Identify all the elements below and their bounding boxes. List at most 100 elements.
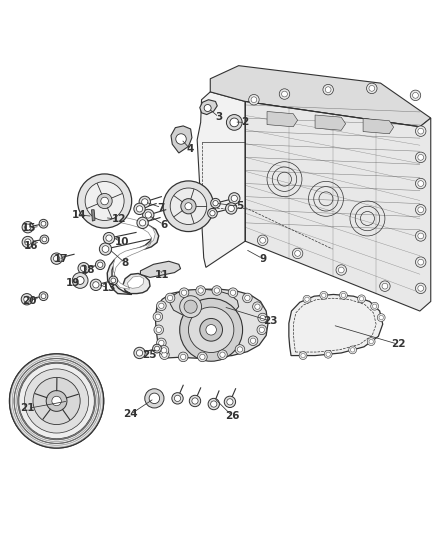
Circle shape: [154, 325, 163, 335]
Circle shape: [155, 346, 159, 351]
Circle shape: [350, 348, 355, 352]
Circle shape: [410, 90, 421, 101]
Circle shape: [258, 313, 268, 323]
Circle shape: [237, 347, 243, 352]
Circle shape: [208, 398, 219, 410]
Text: 23: 23: [263, 316, 278, 326]
Circle shape: [53, 255, 60, 262]
Text: 17: 17: [53, 254, 68, 264]
Circle shape: [299, 352, 307, 359]
Text: 8: 8: [121, 258, 129, 268]
Circle shape: [192, 398, 198, 404]
Circle shape: [145, 212, 152, 218]
Circle shape: [218, 350, 227, 359]
Circle shape: [292, 248, 303, 259]
Circle shape: [249, 94, 259, 105]
Circle shape: [372, 304, 377, 309]
Circle shape: [51, 253, 62, 264]
Circle shape: [41, 221, 46, 226]
Circle shape: [136, 206, 143, 212]
Circle shape: [155, 314, 160, 319]
Circle shape: [339, 267, 344, 273]
Polygon shape: [267, 111, 297, 127]
Circle shape: [324, 350, 332, 358]
Circle shape: [174, 395, 180, 401]
Circle shape: [159, 345, 169, 355]
Text: 6: 6: [160, 220, 167, 230]
Circle shape: [282, 91, 287, 97]
Circle shape: [260, 316, 265, 321]
Circle shape: [303, 295, 311, 303]
Circle shape: [418, 128, 424, 134]
Circle shape: [41, 294, 46, 298]
Circle shape: [200, 318, 223, 341]
Circle shape: [416, 257, 426, 268]
Circle shape: [172, 393, 183, 404]
Circle shape: [253, 302, 262, 311]
Circle shape: [134, 203, 145, 215]
Polygon shape: [92, 190, 159, 294]
Circle shape: [99, 243, 112, 255]
Circle shape: [25, 224, 31, 230]
Circle shape: [139, 220, 146, 226]
Circle shape: [413, 92, 418, 98]
Circle shape: [134, 348, 145, 359]
Polygon shape: [170, 289, 239, 318]
Circle shape: [176, 134, 186, 144]
Circle shape: [101, 197, 108, 205]
Circle shape: [416, 283, 426, 294]
Circle shape: [97, 193, 112, 208]
Text: 10: 10: [115, 238, 129, 247]
Circle shape: [258, 235, 268, 246]
Circle shape: [52, 396, 61, 406]
Circle shape: [360, 297, 364, 301]
Circle shape: [230, 290, 236, 295]
Circle shape: [210, 211, 215, 216]
Circle shape: [188, 307, 234, 352]
Text: 22: 22: [391, 339, 405, 349]
Circle shape: [149, 393, 159, 403]
Text: 7: 7: [158, 203, 165, 213]
Circle shape: [179, 288, 189, 297]
Circle shape: [181, 290, 187, 295]
Circle shape: [22, 222, 33, 233]
Circle shape: [159, 340, 164, 345]
Circle shape: [159, 350, 169, 359]
Polygon shape: [171, 126, 192, 153]
Circle shape: [208, 208, 217, 218]
Text: 25: 25: [142, 350, 156, 360]
Circle shape: [418, 207, 424, 213]
Circle shape: [39, 220, 48, 228]
Circle shape: [416, 231, 426, 241]
Circle shape: [162, 352, 167, 357]
Circle shape: [369, 85, 374, 91]
Circle shape: [156, 327, 161, 333]
Circle shape: [141, 199, 148, 205]
Polygon shape: [245, 101, 431, 311]
Circle shape: [198, 352, 207, 362]
Circle shape: [111, 278, 116, 283]
Circle shape: [25, 369, 88, 433]
Circle shape: [24, 296, 30, 302]
Circle shape: [98, 262, 103, 268]
Circle shape: [212, 286, 222, 295]
Circle shape: [206, 325, 216, 335]
Circle shape: [357, 295, 365, 303]
Polygon shape: [141, 261, 180, 277]
Circle shape: [102, 246, 109, 253]
Circle shape: [156, 301, 166, 311]
Polygon shape: [197, 92, 245, 268]
Circle shape: [418, 286, 424, 291]
Circle shape: [235, 345, 245, 354]
Circle shape: [72, 272, 88, 288]
Circle shape: [78, 263, 89, 274]
Circle shape: [161, 348, 166, 353]
Circle shape: [257, 325, 267, 335]
Circle shape: [224, 396, 236, 408]
Circle shape: [211, 401, 217, 407]
Polygon shape: [289, 294, 383, 356]
Circle shape: [301, 353, 305, 358]
Circle shape: [418, 181, 424, 187]
Text: 13: 13: [102, 284, 116, 293]
Text: 2: 2: [242, 117, 249, 127]
